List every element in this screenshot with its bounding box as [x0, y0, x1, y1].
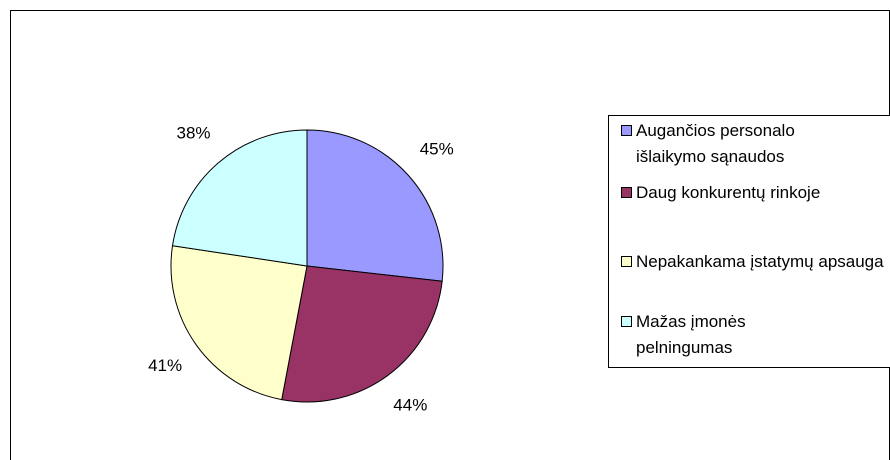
legend-swatch	[621, 125, 632, 136]
legend-label: Daug konkurentų rinkoje	[636, 183, 821, 202]
data-label: 45%	[420, 140, 454, 159]
legend-label: Nepakankama įstatymų apsauga	[636, 252, 884, 271]
legend-box	[608, 115, 890, 368]
data-label: 41%	[148, 356, 182, 375]
legend-label: Mažas įmonės pelningumas	[636, 312, 746, 357]
pie-slice	[170, 245, 308, 401]
pie-slice	[281, 265, 443, 403]
data-label: 38%	[176, 124, 210, 143]
legend-swatch	[621, 256, 632, 267]
legend-swatch	[621, 316, 632, 327]
pie-slice	[306, 129, 444, 282]
legend-label: Augančios personalo išlaikymo sąnaudos	[636, 121, 795, 166]
data-label: 44%	[393, 395, 427, 414]
pie-slice	[171, 129, 308, 267]
legend-swatch	[621, 187, 632, 198]
